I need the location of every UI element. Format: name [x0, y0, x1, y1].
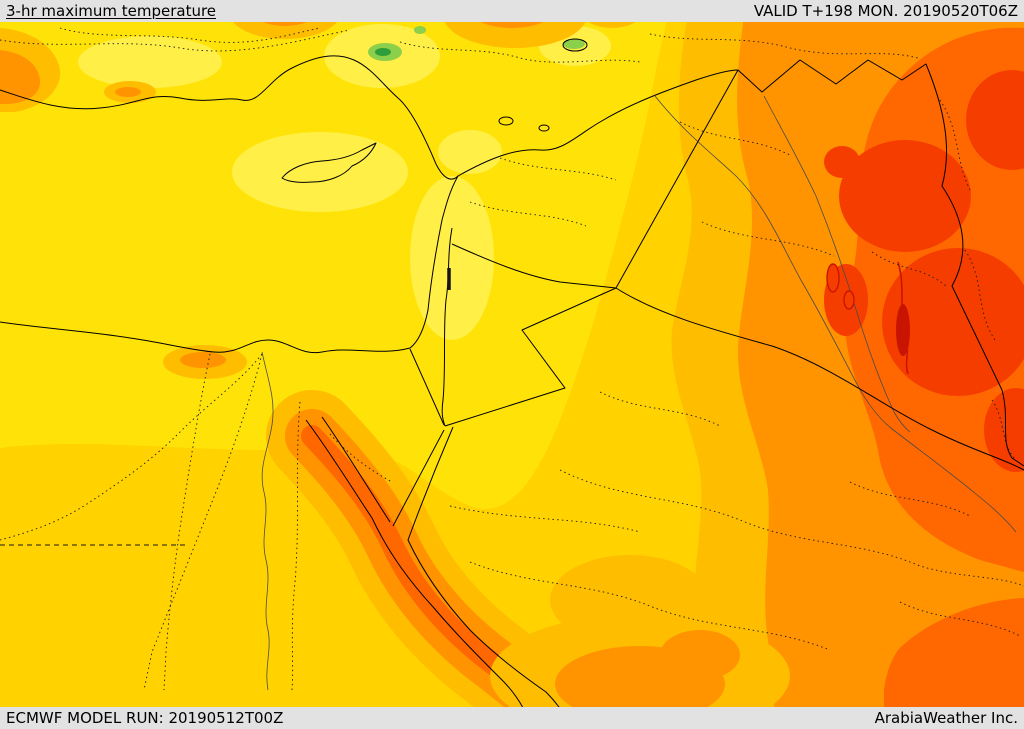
turkey-warm-patches	[0, 22, 636, 112]
lake-tharthar	[826, 263, 840, 293]
admin-boundaries-dotted	[0, 27, 1024, 691]
levant-egypt-coastline	[0, 175, 459, 354]
nile-river	[261, 351, 274, 691]
temperature-field	[0, 22, 1024, 707]
turkey-small-lake	[538, 124, 550, 132]
country-borders	[0, 38, 1024, 707]
rivers	[261, 95, 1017, 691]
shatt-al-arab-river	[895, 431, 1017, 533]
african-red-sea-coast	[305, 419, 524, 707]
tigris-hot-segment	[897, 261, 909, 375]
header-bar: 3-hr maximum temperature VALID T+198 MON…	[0, 0, 1024, 22]
weather-map	[0, 22, 1024, 707]
cool-green-spots	[368, 26, 585, 61]
brand-label: ArabiaWeather Inc.	[874, 709, 1018, 727]
iraq-saudi-border	[615, 287, 1024, 471]
valid-time-label: VALID T+198 MON. 20190520T06Z	[753, 2, 1018, 20]
jordan-saudi-border	[444, 287, 617, 427]
ataturk-reservoir	[498, 116, 514, 126]
jordan-valley-line	[441, 227, 453, 427]
footer-bar: ECMWF MODEL RUN: 20190512T00Z ArabiaWeat…	[0, 707, 1024, 729]
sinai-west-coast	[321, 416, 391, 523]
euphrates-river	[654, 95, 897, 433]
lake-habbaniyah	[843, 290, 855, 310]
sinai-east-coast	[392, 429, 445, 527]
lake-van	[562, 38, 588, 52]
tigris-river	[763, 95, 911, 433]
saudi-red-sea-coast	[407, 426, 560, 707]
syria-jordan-border	[451, 243, 617, 289]
turkey-coast-and-border	[0, 55, 1024, 467]
israel-egypt-border	[409, 348, 445, 426]
model-run-label: ECMWF MODEL RUN: 20190512T00Z	[6, 709, 284, 727]
cyprus-island	[281, 142, 377, 183]
map-title: 3-hr maximum temperature	[6, 2, 217, 20]
temperature-map-canvas	[0, 22, 1024, 707]
syria-iraq-border	[615, 69, 739, 289]
